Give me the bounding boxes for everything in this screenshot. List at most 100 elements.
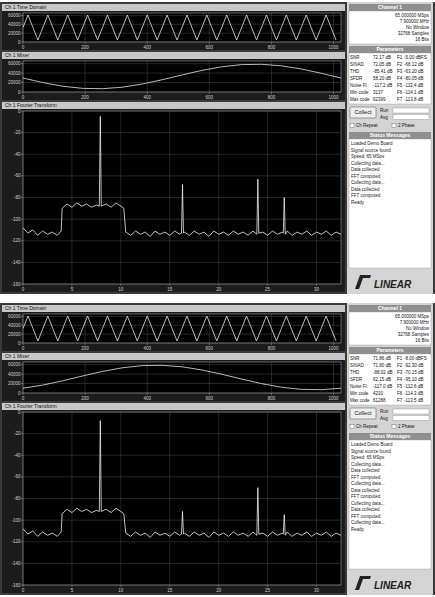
collect-button[interactable] [350,107,376,118]
option-field[interactable] [393,416,429,421]
grid-line [147,61,148,92]
parameter-cell: 71.86 dB [373,356,391,361]
parameter-cell: F1 [397,356,403,361]
status-line: Collecting data... [351,180,385,185]
tick-label: 0 [22,346,25,351]
tick-label: 20000 [8,332,21,337]
plot-frame [23,314,341,343]
parameter-cell: F3 [397,69,403,74]
section-title: Parameters [376,347,403,353]
parameter-cell: THD [350,370,360,375]
tick-label: 0 [22,588,25,593]
tick-label: -140 [11,260,21,265]
plot-area [23,13,341,42]
info-line: 16 Bits [415,338,430,343]
parameter-cell: F7 [397,398,403,403]
option-field[interactable] [393,115,429,120]
tick-label: 0 [18,40,21,45]
option-label: Run [380,108,389,113]
panel-title-bar [2,305,345,312]
section-title: Parameters [376,46,403,52]
panel-title-bar [2,403,345,410]
tick-label: 10 [118,588,124,593]
header: Channel 1 [378,4,402,10]
data-group [23,116,341,236]
parameter-cell: -80.05 dB [404,76,424,81]
grid-line [23,541,341,542]
parameter-cell: 62399 [373,97,386,102]
grid-line [333,314,334,343]
info-line: 7.900000 MHz [400,320,430,325]
panel-title: Ch 1 Mixer [5,52,30,58]
checkbox[interactable] [392,425,396,429]
data-group [23,15,336,40]
parameter-cell: F2 [397,363,403,368]
collect-button[interactable] [350,408,376,419]
status-line: Collecting data... [351,161,385,166]
panel-title-bar [2,52,345,59]
checkbox[interactable] [350,425,354,429]
option-field[interactable] [393,108,429,113]
side-panel [347,303,433,595]
tick-label: 200 [81,45,89,50]
tick-label: 600 [206,396,214,401]
checkbox-label: 2 Phase [398,123,415,128]
checkbox[interactable] [392,124,396,128]
parameter-cell: F1 [397,55,403,60]
tick-label: 1000 [329,396,340,401]
tick-label: -100 [11,518,21,523]
grid-line [271,362,272,393]
parameter-cell: -88.02 dB [373,370,393,375]
button-label[interactable]: Collect [355,109,372,115]
checkbox[interactable] [350,124,354,128]
grid-line [23,316,341,317]
tick-label: -140 [11,561,21,566]
capture: Ch 1 Time Domain020040060080010000200004… [0,303,435,595]
parameter-cell: 58.20 dB [373,76,391,81]
parameter-cell: -117.0 dB [373,384,392,389]
status-line: Speed: 65 MSps [351,154,385,159]
button-label[interactable]: Collect [355,410,372,416]
tick-label: 40000 [8,71,21,76]
parameter-cell: F7 [397,97,403,102]
checkbox-label: Ch Repeat [356,424,378,429]
grid-line [209,362,210,393]
grid-line [23,240,341,241]
tick-label: -40 [14,453,21,458]
panel-title: Ch 1 Time Domain [5,305,47,311]
trace [23,15,336,40]
panel [2,403,345,593]
tick-label: -80 [14,496,21,501]
tick-label: 400 [143,45,151,50]
panel [2,52,345,100]
panel-title-bar [2,102,345,109]
tick-label: 30 [314,287,320,292]
tick-label: 20 [216,287,222,292]
header-bar [349,347,431,354]
logo-text: LINEAR [374,580,412,591]
option-field[interactable] [393,409,429,414]
grid-line [85,362,86,393]
grid-line [23,175,341,176]
tick-label: 600 [206,95,214,100]
trace [23,64,341,88]
header-bar [349,132,431,139]
tick-label: 400 [143,396,151,401]
tick-label: 40000 [8,372,21,377]
info-line: No Window [406,326,430,331]
parameter-cell: -92.30 dB [404,363,424,368]
plot-frame [23,111,341,284]
status-line: Collecting data... [351,462,385,467]
info-line: No Window [406,25,430,30]
status-line: FFT computed [351,494,381,499]
parameter-cell: -68.12 dB [404,62,424,67]
tick-label: -120 [11,539,21,544]
status-line: Collecting data... [351,501,385,506]
parameter-cell: 72.05 dB [373,62,391,67]
status-line: FFT computed [351,475,381,480]
tick-label: 60000 [8,314,21,319]
tick-label: 20000 [8,31,21,36]
status-line: FFT computed [351,193,381,198]
grid-line [23,325,341,326]
parameter-cell: -112.6 dB [404,384,423,389]
